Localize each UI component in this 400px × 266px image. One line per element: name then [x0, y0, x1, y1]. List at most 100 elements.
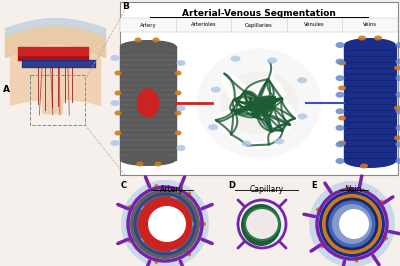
Ellipse shape: [374, 35, 382, 40]
Ellipse shape: [348, 196, 355, 201]
Ellipse shape: [344, 38, 396, 52]
Ellipse shape: [138, 197, 192, 251]
Ellipse shape: [396, 42, 400, 48]
Ellipse shape: [136, 161, 144, 167]
Text: Artery: Artery: [160, 185, 184, 194]
Ellipse shape: [114, 131, 122, 135]
Ellipse shape: [176, 60, 186, 66]
Ellipse shape: [154, 184, 159, 192]
Ellipse shape: [396, 92, 400, 98]
Ellipse shape: [267, 57, 277, 64]
Ellipse shape: [170, 196, 177, 201]
Ellipse shape: [332, 204, 372, 244]
Ellipse shape: [176, 105, 186, 111]
Ellipse shape: [197, 48, 321, 157]
Ellipse shape: [110, 100, 120, 106]
Text: Capillaries: Capillaries: [245, 23, 273, 27]
Ellipse shape: [396, 108, 400, 114]
Ellipse shape: [339, 209, 369, 239]
Ellipse shape: [336, 42, 344, 48]
Ellipse shape: [152, 38, 160, 43]
Ellipse shape: [297, 113, 307, 119]
Ellipse shape: [128, 237, 136, 243]
Ellipse shape: [327, 199, 377, 249]
Ellipse shape: [371, 234, 378, 239]
FancyBboxPatch shape: [120, 2, 398, 175]
Ellipse shape: [174, 90, 182, 95]
Ellipse shape: [396, 75, 400, 81]
Ellipse shape: [114, 70, 122, 76]
Ellipse shape: [358, 35, 366, 40]
Ellipse shape: [188, 222, 196, 227]
Ellipse shape: [240, 202, 284, 246]
Ellipse shape: [338, 85, 346, 90]
Ellipse shape: [396, 59, 400, 65]
Ellipse shape: [316, 207, 324, 213]
Ellipse shape: [114, 110, 122, 115]
Text: Veins: Veins: [363, 23, 377, 27]
Ellipse shape: [344, 154, 396, 168]
Ellipse shape: [338, 60, 346, 65]
Text: E: E: [311, 181, 317, 190]
Text: Arterial-Venous Segmentation: Arterial-Venous Segmentation: [182, 9, 336, 18]
Ellipse shape: [174, 70, 182, 76]
Ellipse shape: [354, 255, 359, 263]
Ellipse shape: [211, 87, 221, 93]
Ellipse shape: [345, 185, 350, 193]
Ellipse shape: [336, 158, 344, 164]
Ellipse shape: [394, 135, 400, 140]
Ellipse shape: [242, 141, 252, 147]
Ellipse shape: [120, 40, 176, 52]
Ellipse shape: [185, 192, 191, 198]
Ellipse shape: [376, 200, 384, 206]
Ellipse shape: [154, 256, 159, 264]
Ellipse shape: [274, 138, 284, 144]
Ellipse shape: [137, 88, 159, 118]
Ellipse shape: [326, 209, 333, 214]
Ellipse shape: [120, 154, 176, 166]
Text: Venules: Venules: [304, 23, 325, 27]
Ellipse shape: [396, 125, 400, 131]
Ellipse shape: [396, 158, 400, 164]
Ellipse shape: [121, 180, 209, 266]
Ellipse shape: [241, 204, 281, 246]
Ellipse shape: [174, 131, 182, 135]
Ellipse shape: [140, 206, 147, 211]
Ellipse shape: [174, 110, 182, 115]
Ellipse shape: [128, 205, 136, 211]
Ellipse shape: [338, 115, 346, 120]
Ellipse shape: [110, 55, 120, 61]
Text: Artery: Artery: [140, 23, 156, 27]
Ellipse shape: [134, 38, 142, 43]
Ellipse shape: [360, 164, 368, 168]
Ellipse shape: [140, 237, 147, 242]
Ellipse shape: [336, 142, 344, 147]
Ellipse shape: [319, 191, 385, 257]
Text: C: C: [121, 181, 127, 190]
Ellipse shape: [297, 77, 307, 83]
Ellipse shape: [349, 247, 356, 252]
Ellipse shape: [371, 208, 378, 213]
Ellipse shape: [114, 90, 122, 95]
Ellipse shape: [110, 140, 120, 146]
Ellipse shape: [185, 250, 191, 256]
Ellipse shape: [176, 145, 186, 151]
Ellipse shape: [130, 189, 200, 259]
Ellipse shape: [336, 59, 344, 65]
Ellipse shape: [396, 142, 400, 147]
FancyBboxPatch shape: [120, 18, 398, 32]
Text: Capillary: Capillary: [250, 185, 284, 194]
Ellipse shape: [338, 140, 346, 146]
Text: D: D: [228, 181, 235, 190]
Ellipse shape: [336, 92, 344, 98]
Ellipse shape: [336, 75, 344, 81]
Text: B: B: [122, 2, 129, 11]
Text: Arterioles: Arterioles: [190, 23, 216, 27]
Ellipse shape: [208, 124, 218, 130]
Ellipse shape: [220, 72, 298, 134]
Ellipse shape: [154, 161, 162, 167]
Ellipse shape: [170, 247, 177, 252]
Ellipse shape: [148, 206, 186, 242]
Text: A: A: [3, 85, 10, 94]
Ellipse shape: [309, 181, 395, 266]
